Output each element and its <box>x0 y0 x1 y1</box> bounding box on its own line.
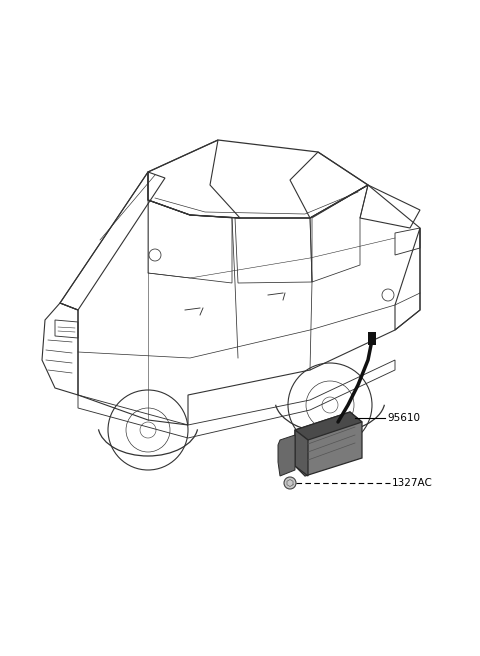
Polygon shape <box>295 412 362 440</box>
Text: 1327AC: 1327AC <box>392 478 433 488</box>
Polygon shape <box>295 430 308 476</box>
Text: 95610: 95610 <box>387 413 420 423</box>
Polygon shape <box>278 435 295 476</box>
Polygon shape <box>295 412 362 476</box>
Circle shape <box>284 477 296 489</box>
Polygon shape <box>368 332 376 345</box>
